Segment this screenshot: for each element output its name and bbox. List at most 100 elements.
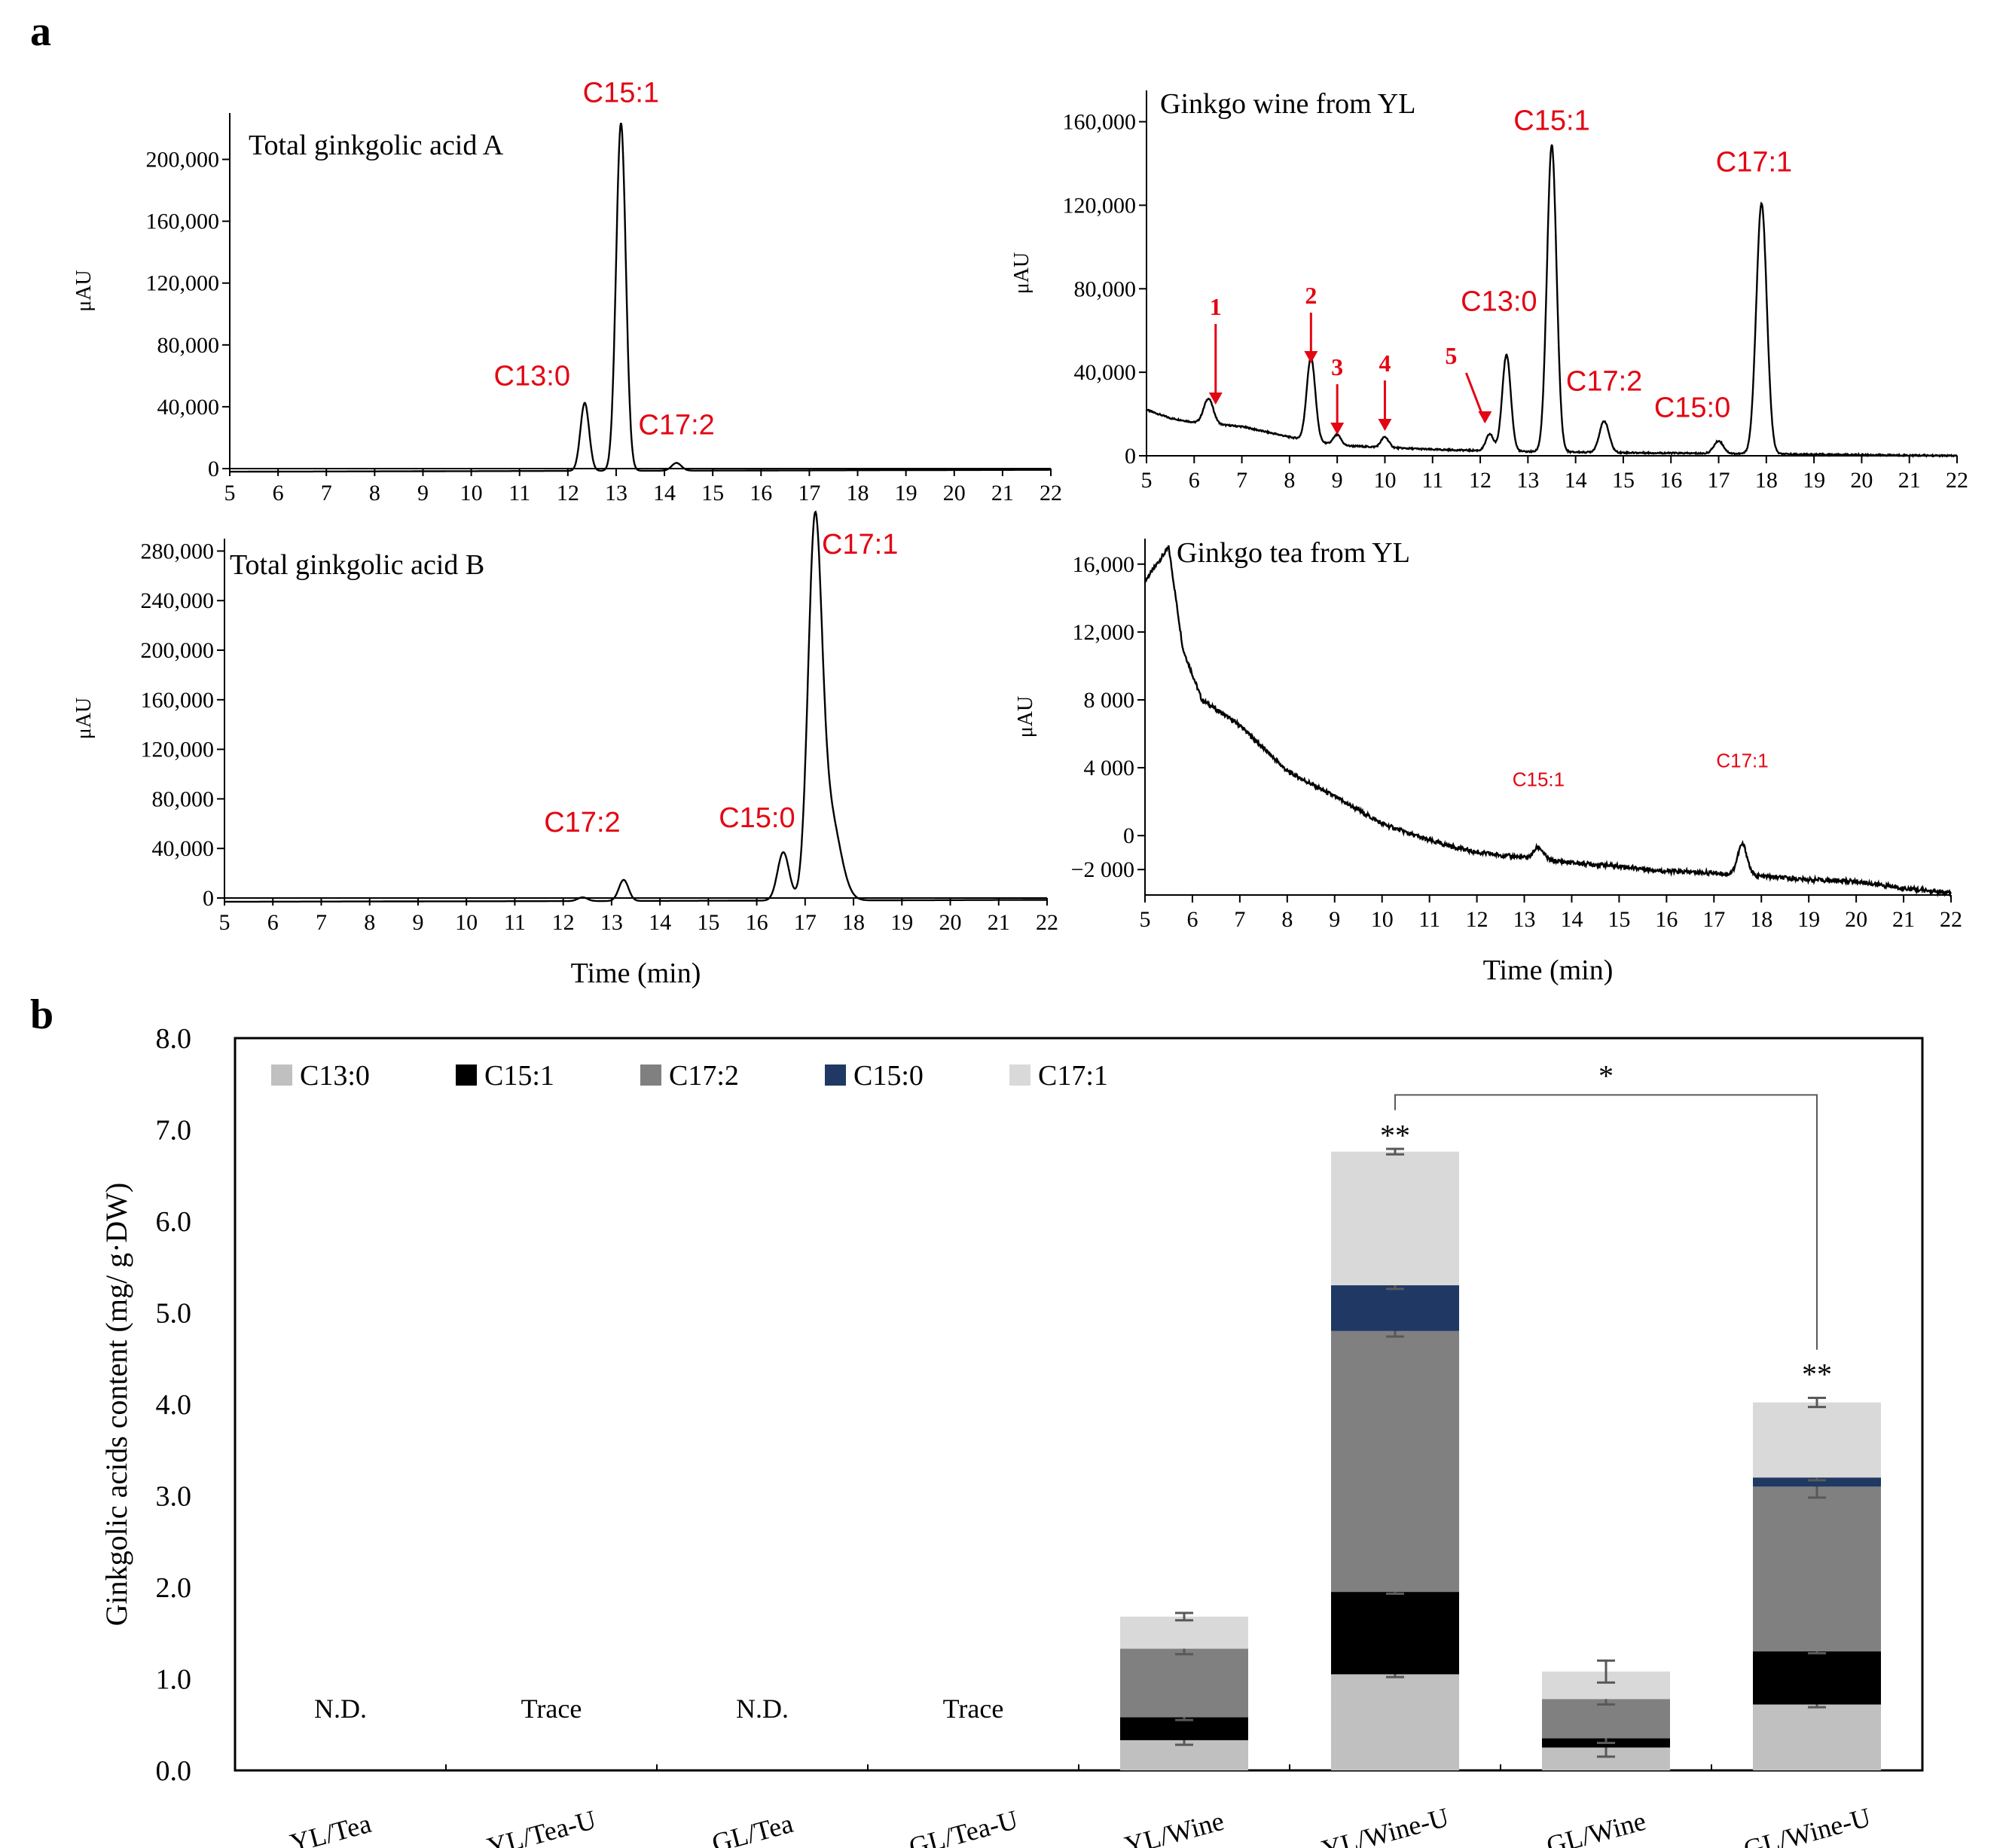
x-tick-label: 19 xyxy=(1803,468,1825,493)
chromatogram-trace xyxy=(230,122,1051,473)
panel-b-label: b xyxy=(30,991,53,1038)
chart-title: Ginkgo wine from YL xyxy=(1160,88,1415,120)
x-tick-label: 13 xyxy=(605,481,627,506)
x-tick-label: YL/Wine xyxy=(1122,1806,1227,1848)
y-tick-label: 120,000 xyxy=(1063,193,1137,218)
chart-title: Ginkgo tea from YL xyxy=(1177,537,1410,569)
x-tick-label: 16 xyxy=(1655,907,1678,932)
x-tick-label: 18 xyxy=(1755,468,1778,493)
x-tick-label: 20 xyxy=(939,910,962,935)
significance-double-star: ** xyxy=(1380,1119,1410,1153)
x-tick-label: 7 xyxy=(321,481,332,506)
x-tick-label: 8 xyxy=(1284,468,1295,493)
peak-label: C17:1 xyxy=(822,529,898,561)
x-tick-label: 20 xyxy=(943,481,966,506)
x-tick-label: 5 xyxy=(1140,907,1151,932)
y-tick-label: 280,000 xyxy=(141,539,215,564)
x-tick-label: 14 xyxy=(653,481,676,506)
x-tick-label: 7 xyxy=(1234,907,1245,932)
x-tick-label: 16 xyxy=(746,910,768,935)
chromatogram-ginkgolic-acid-b: 5 6 7 8 9 10 11 12 13 14 15 16 17 18 19 20 21 22 0 40,000 80… xyxy=(72,510,1058,989)
chart-title: Total ginkgolic acid A xyxy=(249,130,504,161)
x-tick-label: 20 xyxy=(1845,907,1867,932)
y-tick-label: 40,000 xyxy=(1074,360,1137,385)
x-tick-label: 10 xyxy=(1371,907,1394,932)
x-tick-label: 12 xyxy=(557,481,579,506)
chromatogram-trace xyxy=(1143,545,1953,898)
x-tick-label: 16 xyxy=(1659,468,1682,493)
arrow-label: 2 xyxy=(1305,282,1317,309)
x-tick-label: 8 xyxy=(364,910,375,935)
x-tick-label: 17 xyxy=(794,910,817,935)
panel-a-label: a xyxy=(30,8,51,55)
y-tick-label: 0 xyxy=(208,457,219,481)
significance-single-star: * xyxy=(1598,1058,1614,1092)
arrow-head xyxy=(1304,351,1318,363)
y-tick-label: 160,000 xyxy=(146,209,220,234)
x-tick-label: 8 xyxy=(369,481,380,506)
bar-segment-C15-0 xyxy=(1753,1477,1881,1487)
y-axis-label: μAU xyxy=(1010,252,1034,294)
arrow-label: 1 xyxy=(1210,293,1222,320)
peak-label: C17:2 xyxy=(1566,365,1642,397)
y-tick-label: 0 xyxy=(1123,823,1134,848)
y-tick-label: 5.0 xyxy=(156,1298,192,1330)
y-tick-label: 4.0 xyxy=(156,1389,192,1421)
x-tick-label: 5 xyxy=(1141,468,1153,493)
x-tick-label: 6 xyxy=(267,910,279,935)
legend-label: C17:1 xyxy=(1038,1060,1108,1092)
x-axis-label: Time (min) xyxy=(1483,955,1614,986)
bar-note: N.D. xyxy=(314,1694,367,1724)
bar-note: Trace xyxy=(943,1694,1004,1724)
x-tick-label: 11 xyxy=(1421,468,1443,493)
bar-note: N.D. xyxy=(736,1694,789,1724)
x-tick-label: 18 xyxy=(1750,907,1772,932)
x-tick-label: YL/Wine-U xyxy=(1318,1802,1452,1848)
y-axis-label: μAU xyxy=(1014,696,1037,738)
x-tick-label: 13 xyxy=(600,910,623,935)
peak-label: C17:2 xyxy=(638,410,714,441)
peak-label: C15:0 xyxy=(1654,392,1730,423)
peak-label: C13:0 xyxy=(494,361,570,393)
x-tick-label: 22 xyxy=(1940,907,1962,932)
bar-segment-C15-0 xyxy=(1331,1285,1459,1331)
y-tick-label: 16,000 xyxy=(1073,552,1135,577)
peak-label: C15:1 xyxy=(1513,768,1565,790)
chromatogram-trace xyxy=(1146,144,1958,458)
chart-title: Total ginkgolic acid B xyxy=(230,549,484,581)
y-tick-label: 7.0 xyxy=(156,1115,192,1147)
bar-segment-C15-1 xyxy=(1331,1592,1459,1675)
y-tick-label: 80,000 xyxy=(1074,276,1137,301)
x-tick-label: 21 xyxy=(988,910,1010,935)
y-tick-label: 0 xyxy=(203,886,214,911)
x-tick-label: 9 xyxy=(417,481,429,506)
y-tick-label: 8.0 xyxy=(156,1023,192,1055)
x-tick-label: 22 xyxy=(1036,910,1058,935)
y-axis-label: μAU xyxy=(72,270,96,311)
stacked-bar-ginkgolic-acid-content: 0.0 1.0 2.0 3.0 4.0 5.0 6.0 7.0 8.0 Ginkgolic aci… xyxy=(99,1023,1924,1848)
x-tick-label: GL/Tea-U xyxy=(906,1804,1021,1848)
y-tick-label: 160,000 xyxy=(141,688,215,713)
chromatogram-trace xyxy=(224,510,1047,903)
arrow-head xyxy=(1478,411,1492,423)
x-tick-label: 17 xyxy=(1702,907,1725,932)
bar-segment-C13-0 xyxy=(1753,1704,1881,1770)
y-tick-label: 0 xyxy=(1125,444,1136,469)
x-tick-label: 18 xyxy=(842,910,865,935)
x-tick-label: 17 xyxy=(1708,468,1730,493)
chromatogram-ginkgo-tea-yl: 5 6 7 8 9 10 11 12 13 14 15 16 17 18 19 20 21 22 −2 000 0 4 … xyxy=(1014,537,1962,986)
legend-label: C13:0 xyxy=(300,1060,370,1092)
arrow-label: 3 xyxy=(1331,353,1343,380)
legend-label: C15:0 xyxy=(853,1060,924,1092)
legend-swatch xyxy=(1009,1065,1030,1086)
y-tick-label: 200,000 xyxy=(141,638,215,663)
y-axis-label: Ginkgolic acids content (mg/ g·DW) xyxy=(99,1183,133,1627)
x-tick-label: 19 xyxy=(1797,907,1820,932)
y-tick-label: 0.0 xyxy=(156,1755,192,1787)
y-tick-label: 3.0 xyxy=(156,1481,192,1513)
x-tick-label: 20 xyxy=(1850,468,1873,493)
significance-double-star: ** xyxy=(1802,1358,1832,1391)
bar-segment-C17-1 xyxy=(1120,1616,1248,1649)
x-tick-label: 18 xyxy=(847,481,869,506)
x-tick-label: 14 xyxy=(1565,468,1587,493)
